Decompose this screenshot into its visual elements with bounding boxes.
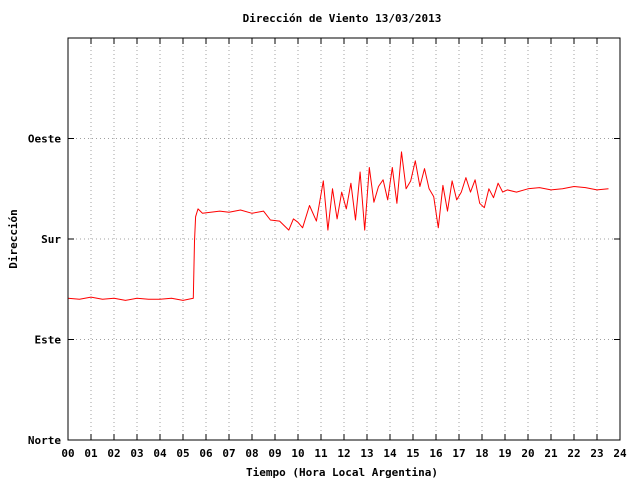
x-tick-label: 15 bbox=[406, 447, 419, 460]
series-line bbox=[67, 151, 609, 301]
x-tick-label: 19 bbox=[498, 447, 511, 460]
x-tick-label: 07 bbox=[222, 447, 235, 460]
x-tick-label: 05 bbox=[176, 447, 189, 460]
x-tick-label: 22 bbox=[567, 447, 580, 460]
series-layer bbox=[67, 151, 609, 301]
x-tick-label: 13 bbox=[360, 447, 373, 460]
x-tick-label: 20 bbox=[521, 447, 534, 460]
x-axis-label: Tiempo (Hora Local Argentina) bbox=[246, 466, 438, 479]
y-tick-label: Norte bbox=[28, 434, 61, 447]
x-tick-label: 03 bbox=[130, 447, 143, 460]
x-tick-label: 08 bbox=[245, 447, 258, 460]
y-tick-labels: Norte Este Sur Oeste bbox=[28, 133, 61, 448]
x-tick-labels: 00 01 02 03 04 05 06 07 08 09 10 11 12 13 14 15 16 17 18 19… bbox=[61, 447, 627, 460]
x-tick-label: 21 bbox=[544, 447, 558, 460]
x-tick-label: 06 bbox=[199, 447, 213, 460]
x-tick-label: 17 bbox=[452, 447, 465, 460]
x-tick-label: 10 bbox=[291, 447, 304, 460]
plot-frame bbox=[67, 37, 621, 441]
x-tick-label: 23 bbox=[590, 447, 603, 460]
x-tick-label: 01 bbox=[84, 447, 98, 460]
y-tick-label: Sur bbox=[41, 233, 61, 246]
grid-lines bbox=[68, 38, 620, 440]
y-tick-label: Este bbox=[35, 334, 62, 347]
x-tick-label: 00 bbox=[61, 447, 74, 460]
y-tick-label: Oeste bbox=[28, 133, 61, 146]
x-tick-label: 09 bbox=[268, 447, 281, 460]
x-tick-label: 16 bbox=[429, 447, 443, 460]
x-tick-label: 14 bbox=[383, 447, 397, 460]
y-axis-label: Dirección bbox=[7, 209, 20, 269]
x-tick-label: 02 bbox=[107, 447, 120, 460]
x-tick-label: 12 bbox=[337, 447, 350, 460]
x-tick-label: 04 bbox=[153, 447, 167, 460]
x-tick-label: 11 bbox=[314, 447, 328, 460]
x-tick-label: 18 bbox=[475, 447, 488, 460]
x-tick-label: 24 bbox=[613, 447, 627, 460]
chart-title: Dirección de Viento 13/03/2013 bbox=[243, 12, 442, 25]
